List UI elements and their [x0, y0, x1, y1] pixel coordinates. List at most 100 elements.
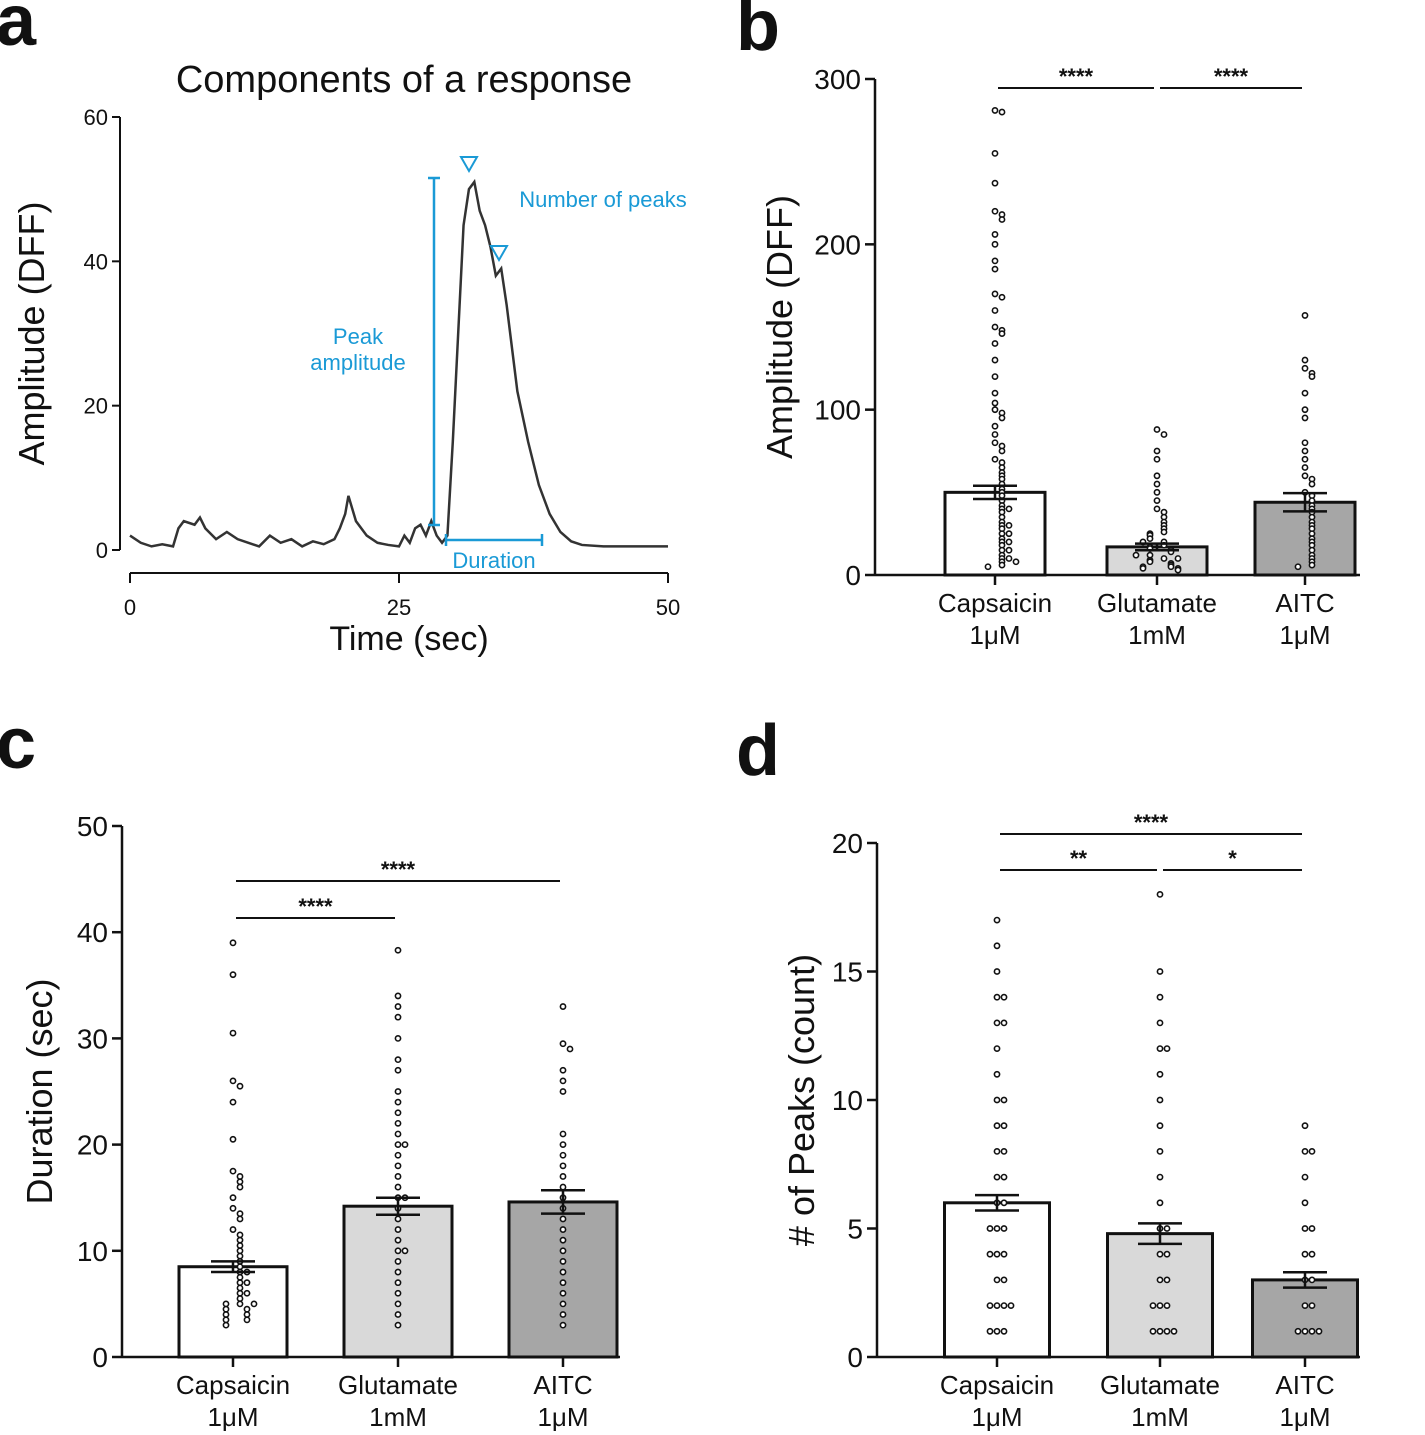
data-point [394, 1109, 402, 1117]
data-point [1000, 1250, 1008, 1258]
data-point [1149, 1302, 1157, 1309]
data-point [998, 561, 1006, 569]
data-point [993, 1302, 1001, 1309]
data-point [243, 1289, 251, 1297]
x-tick-label: AITC 1μM [1275, 1370, 1334, 1432]
data-point [394, 1162, 402, 1170]
data-point [991, 149, 999, 157]
data-point [394, 1119, 402, 1127]
data-point [394, 1258, 402, 1265]
data-point [559, 1300, 567, 1308]
data-point [1007, 1302, 1015, 1309]
data-point [1000, 1302, 1008, 1309]
data-point [1174, 555, 1182, 562]
data-point [991, 373, 999, 380]
data-point [236, 1263, 244, 1271]
data-point [1156, 1173, 1164, 1181]
panel-letter: d [736, 711, 780, 791]
panel-letter: b [736, 0, 780, 66]
response-line [129, 178, 668, 548]
data-point [394, 1066, 402, 1074]
data-point [1005, 555, 1013, 562]
data-point [993, 1122, 1001, 1130]
data-point [993, 942, 1001, 950]
error-bar [541, 1189, 585, 1215]
data-point [998, 414, 1006, 422]
error-bar [376, 1196, 420, 1216]
data-point [1153, 480, 1161, 488]
data-point [1153, 472, 1161, 480]
data-point [1301, 389, 1309, 397]
x-tick-label: 25 [387, 595, 411, 620]
data-point [1301, 312, 1309, 319]
data-point [559, 1226, 567, 1233]
data-point [229, 1077, 237, 1085]
data-point [1308, 480, 1316, 488]
data-point [1005, 530, 1013, 538]
data-point [1174, 566, 1182, 574]
data-point [236, 1273, 244, 1281]
data-point [394, 1236, 402, 1244]
data-point [559, 1151, 567, 1159]
data-point [229, 1029, 237, 1037]
data-point [559, 1066, 567, 1074]
significance-label: **** [298, 894, 333, 919]
data-point [236, 1284, 244, 1292]
data-point [1156, 1250, 1164, 1258]
data-point [993, 1173, 1001, 1181]
data-point [559, 1162, 567, 1170]
data-point [559, 1141, 567, 1148]
data-point [394, 1173, 402, 1180]
x-tick-label: AITC 1μM [533, 1370, 592, 1432]
data-point [394, 1003, 402, 1010]
data-point [1005, 505, 1013, 513]
data-point [991, 399, 999, 407]
data-point [991, 439, 999, 447]
error-bar [211, 1260, 255, 1274]
annotation: Peak amplitude [310, 324, 405, 375]
data-point [1301, 356, 1309, 364]
y-tick-label: 20 [77, 1130, 108, 1161]
data-point [394, 1130, 402, 1138]
data-point [1149, 1327, 1157, 1335]
error-bar [975, 1193, 1019, 1212]
data-point [222, 1311, 230, 1318]
data-point [559, 1258, 567, 1265]
data-point [1153, 426, 1161, 433]
data-point [1153, 505, 1161, 513]
y-axis-label: Duration (sec) [19, 978, 60, 1204]
data-point [1308, 373, 1316, 380]
data-point [1000, 1019, 1008, 1027]
significance-label: * [1228, 846, 1237, 871]
x-tick-label: Capsaicin 1μM [938, 588, 1052, 650]
data-point [993, 993, 1001, 1001]
y-tick-label: 40 [84, 249, 108, 274]
data-point [1301, 1173, 1309, 1181]
data-point [1146, 558, 1154, 566]
data-point [1294, 563, 1302, 571]
data-point [991, 240, 999, 248]
y-axis-label: # of Peaks (count) [781, 954, 822, 1246]
x-tick-label: Glutamate 1mM [1097, 588, 1217, 650]
data-point [993, 1276, 1001, 1284]
data-point [993, 1225, 1001, 1232]
data-point [401, 1141, 409, 1148]
data-point [1160, 431, 1168, 438]
data-point [236, 1231, 244, 1239]
y-tick-label: 20 [832, 828, 863, 859]
x-tick-label: Capsaicin 1μM [176, 1370, 290, 1432]
data-point [998, 108, 1006, 116]
data-point [394, 1279, 402, 1287]
data-point [1156, 891, 1164, 898]
data-point [394, 1141, 402, 1148]
significance-label: ** [1070, 846, 1088, 871]
data-point [1156, 1070, 1164, 1078]
data-point [559, 1321, 567, 1329]
data-point [984, 563, 992, 571]
data-point [1308, 1327, 1316, 1335]
x-tick-label: Capsaicin 1μM [940, 1370, 1054, 1432]
x-tick-label: 50 [656, 595, 680, 620]
y-tick-label: 15 [832, 957, 863, 988]
data-point [1163, 1327, 1171, 1335]
chart-title: Components of a response [176, 59, 632, 101]
